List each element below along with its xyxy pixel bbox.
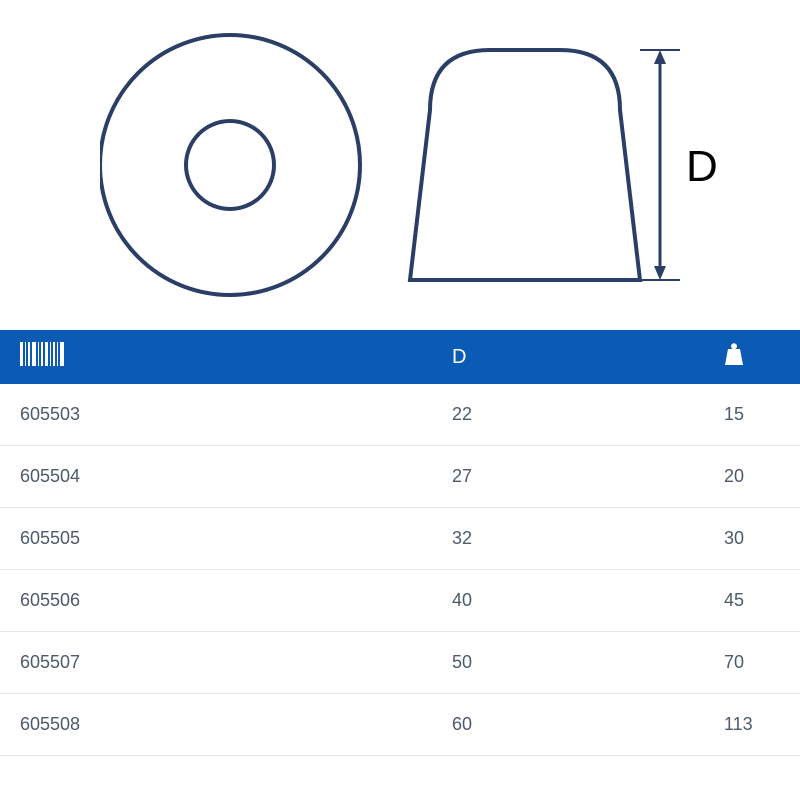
header-d-label: D — [452, 346, 466, 368]
barcode-icon — [20, 342, 64, 372]
header-d: D — [432, 330, 704, 384]
cell-code: 605506 — [0, 570, 432, 632]
cell-d: 32 — [432, 508, 704, 570]
header-code — [0, 330, 432, 384]
weight-icon — [724, 343, 744, 371]
table-body: 6055032215605504272060550532306055064045… — [0, 384, 800, 756]
spec-table: D 60550322156055042720605505323060550640… — [0, 330, 800, 756]
cell-code: 605504 — [0, 446, 432, 508]
cell-weight: 15 — [704, 384, 800, 446]
header-weight — [704, 330, 800, 384]
side-view — [410, 50, 640, 280]
table-row: 6055075070 — [0, 632, 800, 694]
cell-weight: 113 — [704, 694, 800, 756]
table-row: 6055053230 — [0, 508, 800, 570]
technical-diagram: D — [0, 0, 800, 330]
dimension-d: D — [640, 50, 718, 280]
cell-weight: 45 — [704, 570, 800, 632]
diagram-svg: D — [100, 20, 740, 320]
cell-code: 605505 — [0, 508, 432, 570]
cell-d: 60 — [432, 694, 704, 756]
cell-weight: 20 — [704, 446, 800, 508]
table-row: 6055064045 — [0, 570, 800, 632]
cell-code: 605503 — [0, 384, 432, 446]
cell-weight: 30 — [704, 508, 800, 570]
table-row: 6055032215 — [0, 384, 800, 446]
table-row: 60550860113 — [0, 694, 800, 756]
cell-d: 27 — [432, 446, 704, 508]
dimension-label: D — [686, 142, 718, 191]
cell-code: 605507 — [0, 632, 432, 694]
cell-d: 40 — [432, 570, 704, 632]
cell-d: 22 — [432, 384, 704, 446]
cell-weight: 70 — [704, 632, 800, 694]
cell-code: 605508 — [0, 694, 432, 756]
table-header-row: D — [0, 330, 800, 384]
front-view — [100, 35, 360, 295]
table-row: 6055042720 — [0, 446, 800, 508]
cell-d: 50 — [432, 632, 704, 694]
